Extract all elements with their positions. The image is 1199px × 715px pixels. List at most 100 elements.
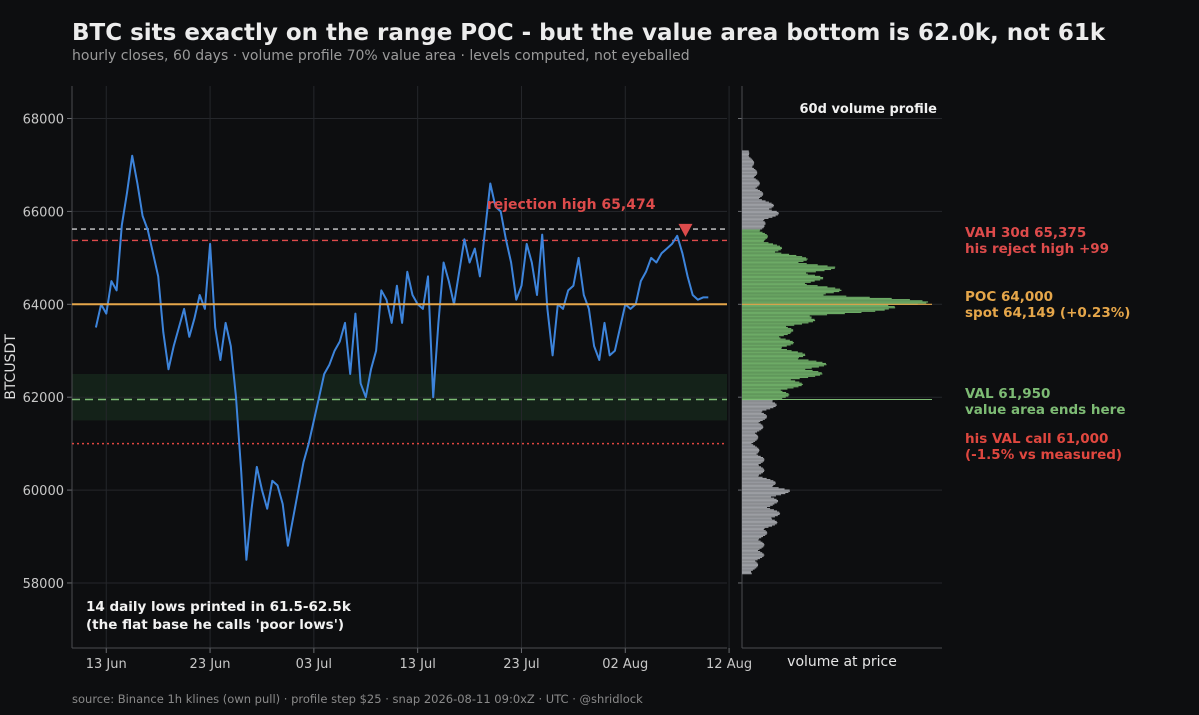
- profile-bar: [742, 438, 758, 440]
- y-tick-label: 58000: [23, 577, 64, 592]
- profile-bar: [742, 553, 764, 555]
- profile-bar: [742, 386, 799, 388]
- profile-bar: [742, 487, 779, 489]
- profile-bar: [742, 420, 761, 423]
- profile-bar: [742, 570, 751, 572]
- profile-bar: [742, 427, 763, 430]
- profile-bar: [742, 456, 764, 459]
- profile-bar: [742, 169, 756, 171]
- profile-bar: [742, 188, 758, 190]
- profile-bar: [742, 350, 792, 352]
- profile-bar: [742, 458, 765, 460]
- profile-bar: [742, 355, 804, 358]
- profile-bar: [742, 469, 765, 471]
- chart-subtitle: hourly closes, 60 days · volume profile …: [72, 48, 690, 64]
- profile-bar: [742, 340, 793, 343]
- profile-bar: [742, 281, 811, 283]
- profile-bar: [742, 522, 778, 524]
- profile-bar: [742, 265, 828, 267]
- profile-bar: [742, 207, 772, 209]
- profile-x-axis-label: volume at price: [787, 654, 897, 670]
- profile-bar: [742, 296, 870, 298]
- profile-bar: [742, 230, 760, 232]
- profile-bar: [742, 313, 845, 315]
- profile-bar: [742, 357, 799, 359]
- poc-label-line1: POC 64,000: [965, 289, 1053, 305]
- rejection-marker: [678, 223, 693, 237]
- profile-bar: [742, 376, 809, 379]
- profile-bar: [742, 450, 760, 452]
- profile-bar: [742, 468, 764, 470]
- profile-bar: [742, 178, 756, 180]
- base-annotation-line1: 14 daily lows printed in 61.5-62.5k: [86, 599, 352, 615]
- profile-bar: [742, 318, 815, 320]
- profile-bar: [742, 159, 753, 161]
- profile-bar: [742, 228, 763, 230]
- vah-label-line2: his reject high +99: [965, 241, 1109, 257]
- profile-bar: [742, 361, 823, 363]
- profile-bar: [742, 429, 762, 431]
- profile-bar: [742, 558, 761, 560]
- price-series-line: [94, 154, 709, 561]
- profile-bar: [742, 411, 762, 413]
- his-val-label-line1: his VAL call 61,000: [965, 431, 1108, 447]
- profile-bar: [742, 317, 812, 319]
- profile-bar: [742, 511, 780, 513]
- profile-bar: [742, 337, 781, 339]
- profile-bar: [742, 249, 781, 251]
- profile-bar: [742, 513, 780, 516]
- profile-bar: [742, 389, 781, 391]
- profile-bar: [742, 251, 775, 253]
- volume-profile-panel: 60d volume profile volume at price VAH 30d…: [738, 86, 1130, 670]
- profile-bar: [742, 283, 807, 286]
- profile-bar: [742, 217, 769, 219]
- profile-bar: [742, 525, 773, 527]
- profile-bar: [742, 443, 752, 445]
- profile-bar: [742, 192, 763, 194]
- profile-bar: [742, 437, 759, 439]
- chart-title: BTC sits exactly on the range POC - but …: [72, 20, 1106, 46]
- profile-bar: [742, 343, 794, 345]
- profile-bar: [742, 206, 774, 208]
- profile-bar: [742, 201, 769, 203]
- profile-bar: [742, 338, 786, 340]
- profile-bar: [742, 526, 769, 528]
- x-tick-label: 13 Jun: [86, 657, 127, 672]
- profile-bar: [742, 501, 779, 503]
- profile-bar: [742, 246, 782, 248]
- profile-bar: [742, 346, 782, 348]
- profile-bar: [742, 369, 813, 372]
- profile-bar: [742, 182, 760, 185]
- profile-bar: [742, 223, 766, 225]
- profile-bar: [742, 403, 777, 405]
- profile-bar: [742, 548, 760, 550]
- profile-bar: [742, 277, 824, 279]
- profile-bar: [742, 160, 754, 163]
- x-tick-label: 03 Jul: [296, 657, 332, 672]
- profile-bar: [742, 426, 764, 428]
- profile-bar: [742, 153, 750, 156]
- base-annotation-line2: (the flat base he calls 'poor lows'): [86, 617, 344, 633]
- profile-bar: [742, 202, 772, 204]
- profile-bar: [742, 515, 778, 517]
- profile-bar: [742, 502, 777, 504]
- profile-bar: [742, 561, 757, 563]
- profile-bar: [742, 452, 759, 454]
- profile-bar: [742, 414, 766, 416]
- profile-bar: [742, 527, 765, 529]
- profile-bar: [742, 415, 767, 417]
- profile-bar: [742, 347, 782, 350]
- x-tick-label: 12 Aug: [706, 657, 752, 672]
- profile-bar: [742, 534, 766, 536]
- profile-bar: [742, 424, 763, 426]
- profile-bar: [742, 302, 927, 304]
- profile-bar: [742, 352, 803, 354]
- profile-bar: [742, 388, 788, 390]
- profile-bar: [742, 472, 763, 474]
- profile-bar: [742, 267, 835, 269]
- profile-bar: [742, 237, 768, 239]
- profile-bar: [742, 151, 750, 153]
- profile-bar: [742, 504, 773, 506]
- profile-bar: [742, 496, 771, 498]
- profile-bar: [742, 412, 764, 415]
